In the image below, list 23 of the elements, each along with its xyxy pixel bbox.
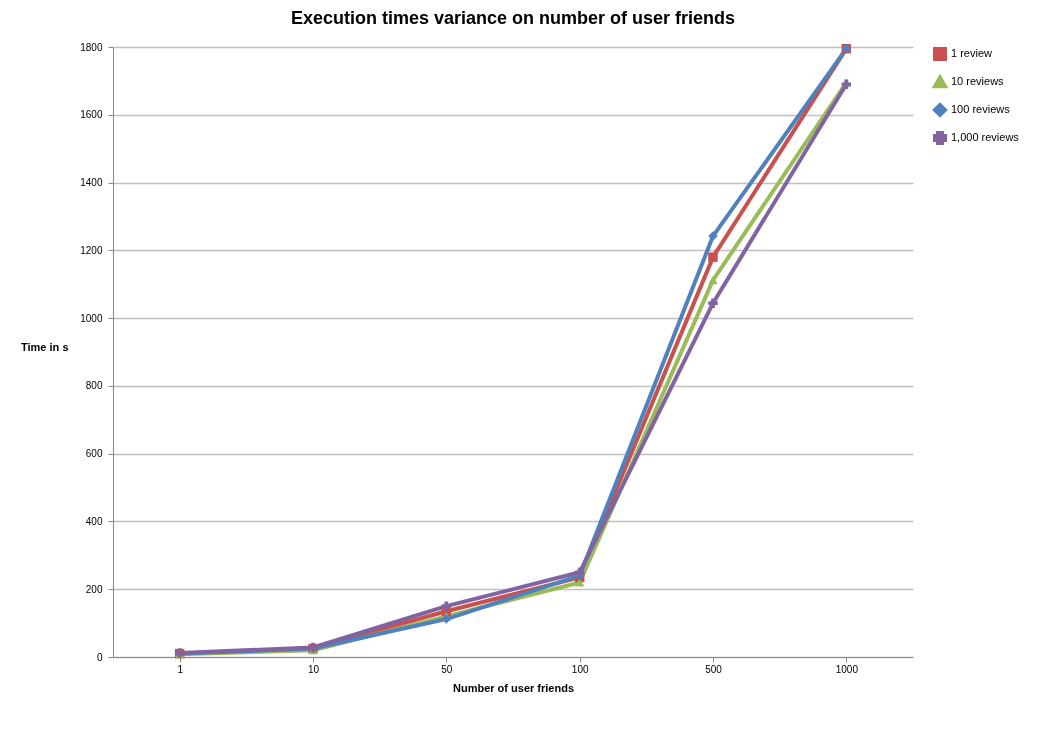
y-tick-label: 200 — [85, 583, 103, 595]
y-tick-label: 1000 — [80, 312, 103, 324]
y-tick-label: 1200 — [80, 244, 103, 256]
legend-label: 100 reviews — [951, 103, 1011, 115]
x-tick-label: 100 — [571, 663, 589, 675]
y-tick-label: 1600 — [80, 109, 103, 121]
y-tick-label: 1800 — [80, 41, 103, 53]
legend-label: 1 review — [951, 47, 993, 59]
y-tick-label: 600 — [85, 448, 103, 460]
x-axis-title: Number of user friends — [452, 681, 575, 694]
legend-label: 10 reviews — [951, 75, 1005, 87]
y-tick-label: 400 — [85, 515, 103, 527]
x-tick-label: 10 — [307, 663, 320, 675]
x-tick-label: 1000 — [835, 663, 859, 675]
legend-label: 1,000 reviews — [951, 131, 1020, 143]
y-tick-label: 800 — [85, 380, 103, 392]
x-tick-label: 500 — [705, 663, 723, 675]
x-tick-label: 1 — [177, 663, 184, 675]
chart-title: Execution times variance on number of user friends — [290, 8, 736, 28]
y-tick-label: 0 — [96, 651, 103, 663]
x-tick-label: 50 — [441, 663, 453, 675]
y-axis-title: Time in s — [21, 340, 69, 353]
y-tick-label: 1400 — [80, 177, 103, 189]
